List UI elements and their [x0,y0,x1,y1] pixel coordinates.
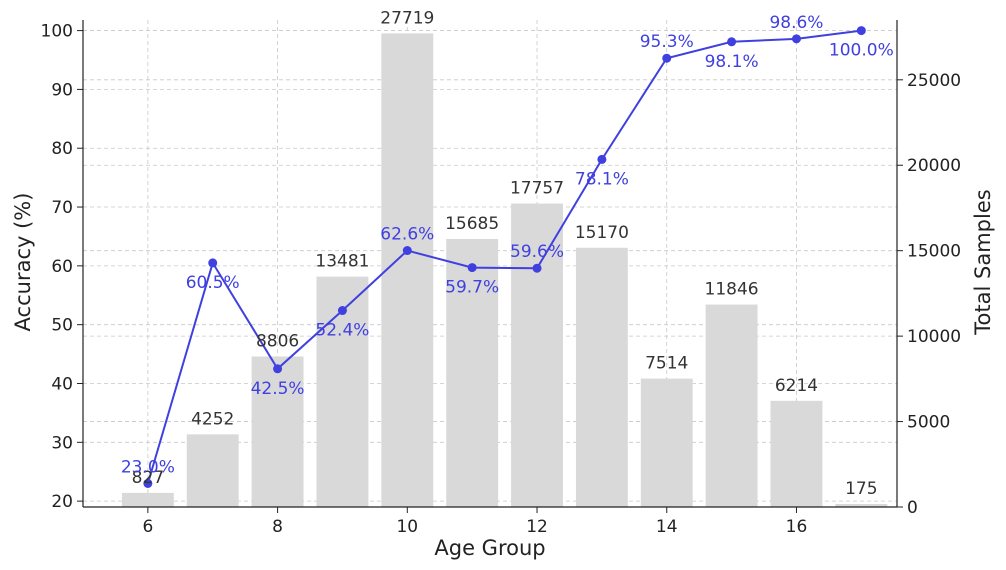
sample-bar [770,400,823,507]
bar-value-label: 175 [845,479,877,499]
y-axis-right-title: Total Samples [971,189,995,335]
y-left-tick-label: 50 [51,316,73,336]
accuracy-point [273,364,283,374]
x-tick-label: 10 [396,517,418,537]
accuracy-point [532,263,542,273]
y-left-tick-label: 40 [51,374,73,394]
y-left-tick-label: 80 [51,139,73,159]
accuracy-value-label: 100.0% [829,41,894,61]
sample-bar [381,33,434,507]
bar-value-label: 13481 [315,252,369,272]
sample-bars [121,33,888,507]
x-tick-label: 14 [656,517,678,537]
sample-bar [640,378,693,507]
accuracy-value-label: 52.4% [315,321,369,341]
accuracy-value-label: 59.7% [445,278,499,298]
accuracy-point [856,26,866,36]
y-right-tick-label: 25000 [907,71,961,91]
x-tick-label: 12 [526,517,548,537]
accuracy-point [143,478,153,488]
bar-value-label: 8806 [256,332,299,352]
accuracy-point [791,34,801,44]
y-left-tick-label: 20 [51,492,73,512]
y-axis-left-title: Accuracy (%) [11,193,35,332]
sample-bar [446,238,499,507]
axes: 20 30 40 50 60 70 80 90 100 0 5000 10000 15000 20000 2… [41,20,961,537]
y-right-tick-label: 20000 [907,156,961,176]
sample-bar [835,504,888,507]
accuracy-point [662,53,672,63]
bar-value-label: 4252 [191,409,234,429]
bar-value-label: 7514 [645,354,688,374]
y-right-tick-label: 0 [907,498,918,518]
accuracy-value-label: 62.6% [380,225,434,245]
accuracy-value-label: 98.1% [705,52,759,72]
bar-value-label: 15170 [575,223,629,243]
accuracy-value-label: 42.5% [251,379,305,399]
sample-bar [705,304,758,507]
accuracy-point [597,154,607,164]
x-axis-title: Age Group [434,536,545,560]
accuracy-value-label: 60.5% [186,273,240,293]
y-left-tick-label: 60 [51,257,73,277]
y-left-tick-label: 30 [51,433,73,453]
accuracy-value-label: 59.6% [510,242,564,262]
y-left-tick-label: 90 [51,80,73,100]
y-left-tick-label: 70 [51,198,73,218]
accuracy-point [337,306,347,316]
accuracy-point [208,258,218,268]
bar-value-label: 827 [132,468,164,488]
x-tick-label: 16 [786,517,808,537]
y-right-tick-label: 5000 [907,413,950,433]
x-tick-label: 6 [142,517,153,537]
accuracy-value-label: 23.0% [121,457,175,477]
accuracy-point [467,263,477,273]
bar-value-label: 15685 [445,214,499,234]
accuracy-value-label: 95.3% [640,32,694,52]
accuracy-line [146,29,862,484]
sample-bar [186,434,239,507]
x-tick-label: 8 [272,517,283,537]
y-right-tick-label: 10000 [907,327,961,347]
y-left-tick-label: 100 [41,22,73,42]
y-right-tick-label: 15000 [907,242,961,262]
accuracy-point [727,37,737,47]
sample-bar [121,492,174,507]
accuracy-value-label: 78.1% [575,169,629,189]
bar-value-label: 6214 [775,376,818,396]
bar-value-label: 27719 [380,8,434,28]
data-labels: 827 4252 8806 13481 27719 15685 17757 15170 7514… [121,8,894,499]
sample-bar [251,356,304,507]
accuracy-value-label: 98.6% [769,13,823,33]
sample-bar [575,247,628,507]
accuracy-line-series [143,26,866,488]
accuracy-point [402,246,412,256]
sample-bar [511,203,563,507]
bar-value-label: 17757 [510,179,564,199]
bar-value-label: 11846 [705,280,759,300]
